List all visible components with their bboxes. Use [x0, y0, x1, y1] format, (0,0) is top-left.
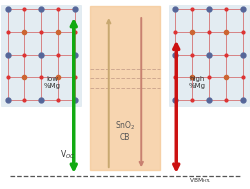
Text: VBM$_{HTL}$: VBM$_{HTL}$	[188, 176, 212, 185]
Text: high
%Mg: high %Mg	[189, 76, 206, 89]
Bar	[169, 5, 249, 106]
Text: V$_{OC}$: V$_{OC}$	[60, 149, 75, 161]
Bar	[1, 5, 81, 106]
Text: SnO$_2$: SnO$_2$	[115, 119, 135, 132]
Text: CB: CB	[120, 132, 130, 142]
Text: low
%Mg: low %Mg	[44, 76, 61, 89]
Bar	[90, 6, 160, 170]
